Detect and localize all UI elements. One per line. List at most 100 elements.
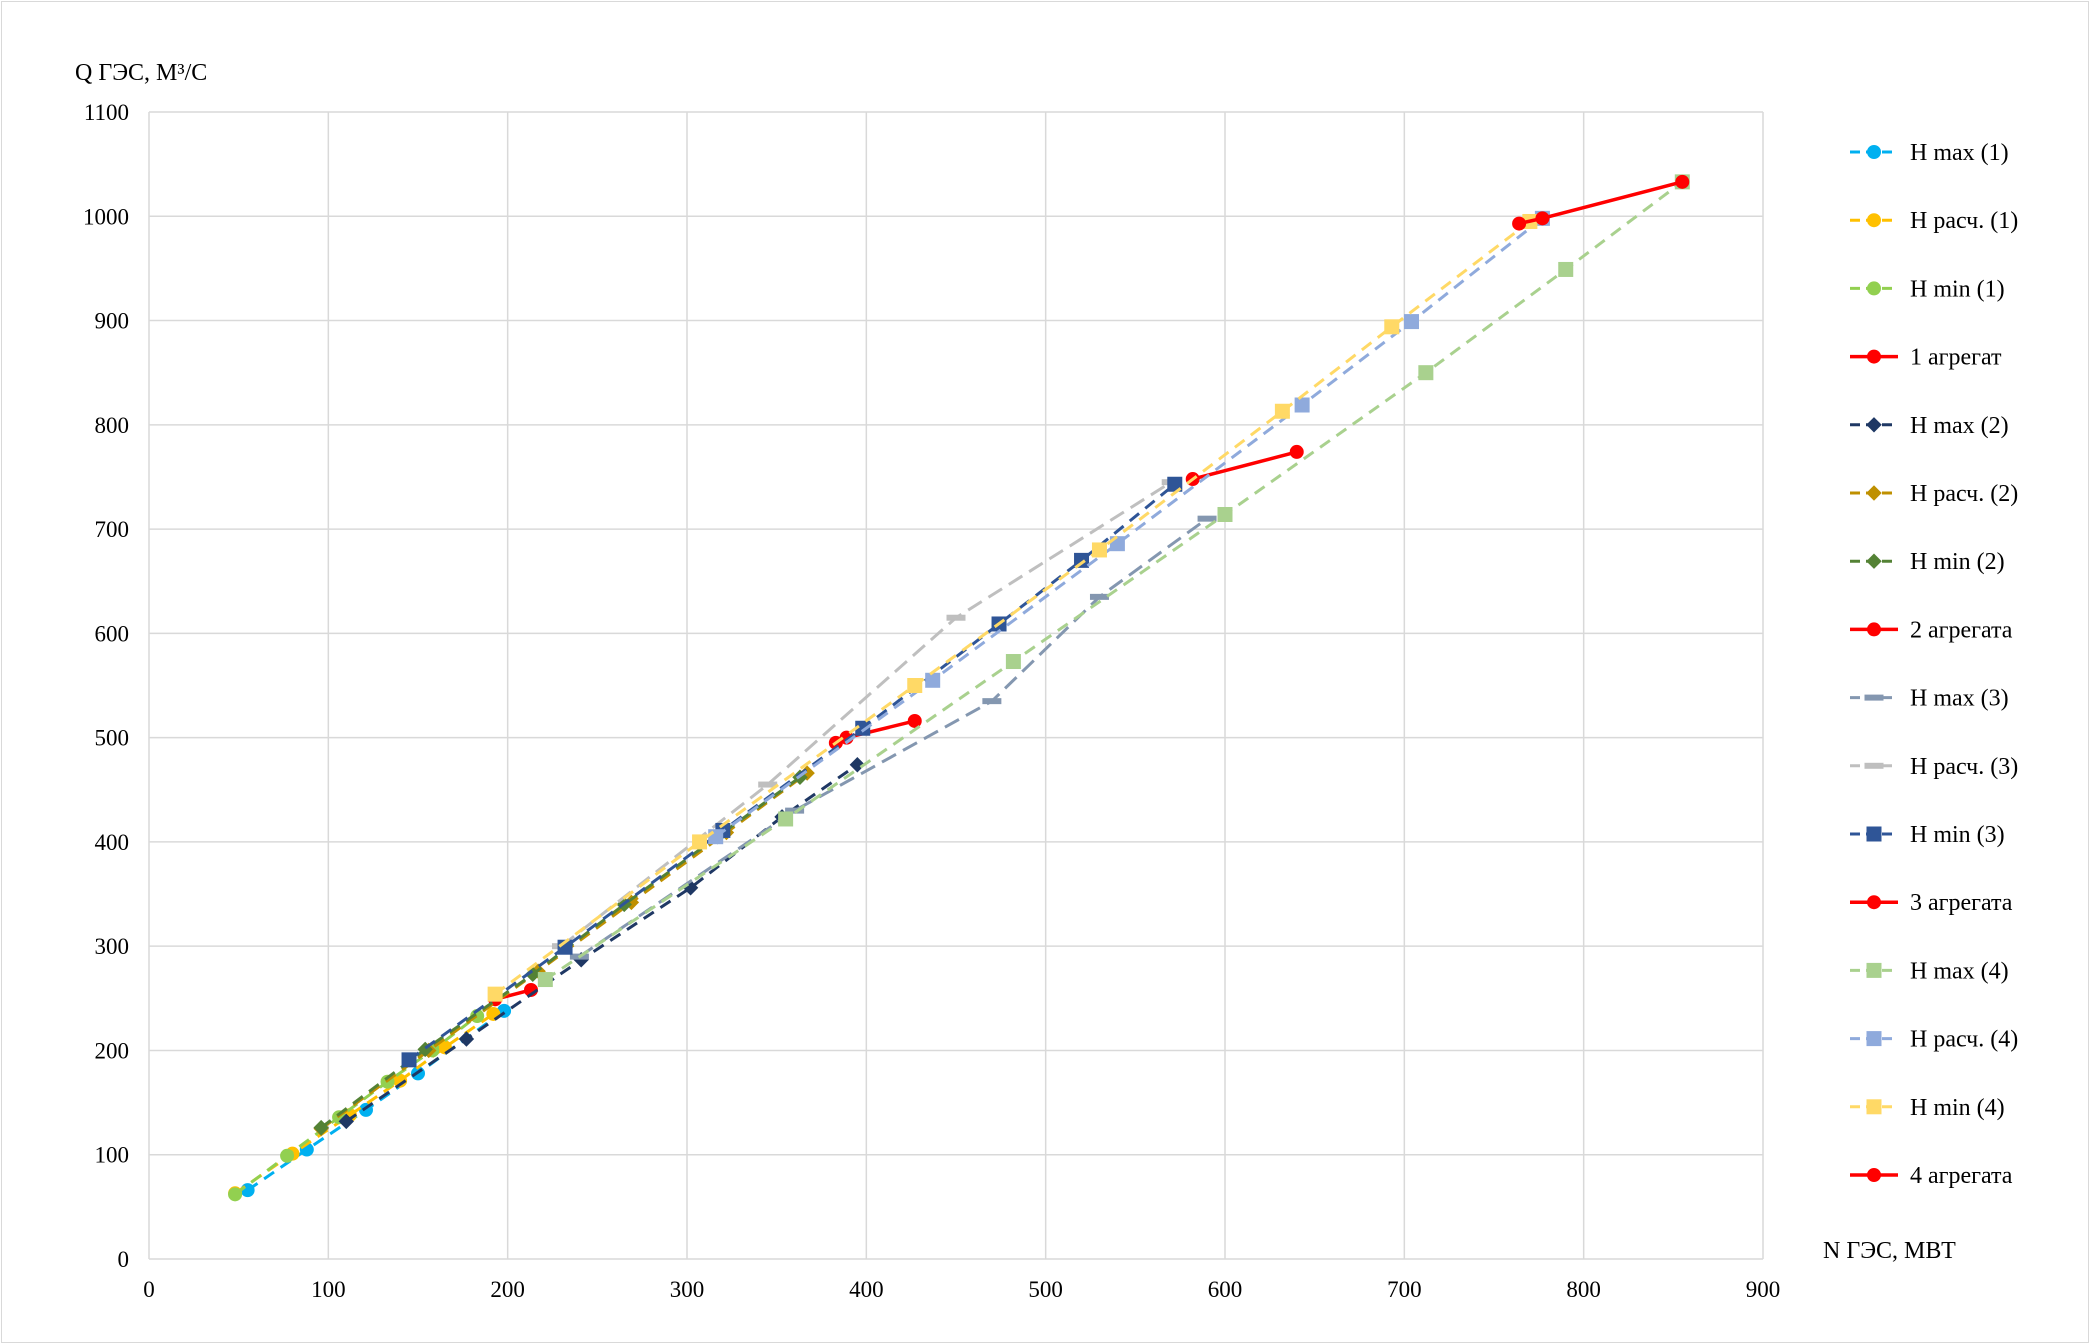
y-tick-label: 500 [95,726,130,751]
series-15-marker [1384,319,1400,335]
legend-swatch-marker [1864,694,1884,701]
legend-label: H расч. (2) [1910,481,2018,507]
legend-item: H min (2) [1850,549,2005,575]
y-tick-label: 400 [95,830,130,855]
legend-swatch-marker [1866,962,1882,978]
legend-label: 3 агрегата [1910,890,2013,916]
series-2-line [234,1012,495,1195]
x-tick-label: 700 [1387,1277,1422,1302]
legend-label: H max (2) [1910,413,2009,439]
x-tick-label: 400 [849,1277,884,1302]
legend-item: H min (1) [1850,276,2005,302]
legend-label: H min (2) [1910,549,2005,575]
legend-swatch-marker [1864,762,1884,769]
x-tick-label: 600 [1208,1277,1243,1302]
y-tick-label: 700 [95,517,130,542]
series-11 [401,476,1183,1068]
legend-item: H max (3) [1850,686,2009,712]
legend-swatch-marker [1866,1031,1882,1047]
series-9-marker [1197,515,1217,522]
legend-label: H расч. (4) [1910,1027,2018,1053]
series-1 [240,1003,512,1198]
x-axis-title: N ГЭС, МВТ [1823,1238,1956,1264]
x-tick-label: 500 [1028,1277,1063,1302]
legend-swatch-marker [1866,485,1882,501]
series-14-marker [1404,314,1420,330]
legend-swatch-marker [1866,1099,1882,1115]
legend-label: H min (1) [1910,276,2005,302]
series-13-marker [778,811,794,827]
legend-label: H max (1) [1910,140,2009,166]
series-9-marker [982,698,1002,705]
legend-swatch-marker [1867,1168,1881,1182]
legend: H max (1) H расч. (1) H min (1) 1 агрегат H … [1850,140,2018,1189]
legend-swatch-marker [1866,417,1882,433]
y-tick-label: 1100 [84,100,129,125]
series-15-marker [1091,542,1107,558]
x-tick-label: 100 [311,1277,346,1302]
legend-swatch-marker [1867,213,1881,228]
series-5-marker [338,1113,354,1130]
series-13-marker [537,972,553,988]
legend-swatch-marker [1866,553,1882,569]
series-7-marker [525,966,541,983]
legend-label: H min (3) [1910,822,2005,848]
series-5-marker [458,1031,475,1047]
series-13-line [544,180,1684,981]
y-tick-label: 800 [95,413,130,438]
series-15-marker [1274,403,1290,419]
series-8-marker [907,713,922,728]
legend-label: 2 агрегата [1910,617,2013,643]
series-11-marker [401,1052,417,1068]
series-layer [228,174,1690,1202]
legend-item: 1 агрегат [1850,345,2002,371]
legend-swatch-marker [1867,622,1881,637]
legend-swatch-marker [1867,281,1881,296]
series-9-marker [1089,593,1109,600]
series-3-marker [280,1148,295,1163]
y-tick-label: 0 [118,1247,130,1272]
legend-swatch-marker [1866,826,1882,842]
legend-item: H расч. (2) [1850,481,2018,507]
series-3-marker [228,1187,243,1202]
series-10-marker [946,614,966,621]
legend-item: H расч. (3) [1850,754,2018,780]
y-tick-label: 300 [95,934,130,959]
legend-item: H max (4) [1850,958,2009,984]
series-15-marker [907,678,923,693]
series-12-marker [1289,444,1304,459]
x-tick-label: 0 [143,1277,155,1302]
legend-item: 2 агрегата [1850,617,2013,643]
legend-item: 4 агрегата [1850,1163,2013,1189]
series-13 [537,174,1690,988]
legend-item: H max (1) [1850,140,2009,166]
axes: 0 100 200 300 400 500 600 700 800 900 0 100 200 300 40… [83,100,1780,1302]
legend-label: H max (4) [1910,958,2009,984]
series-13-marker [1217,506,1233,522]
series-14-marker [1294,397,1310,413]
series-5-marker [849,757,866,773]
y-tick-label: 100 [95,1143,130,1168]
series-10-line [560,480,1172,948]
legend-swatch-marker [1867,145,1881,159]
y-tick-label: 600 [95,621,130,646]
grid [148,111,1764,1260]
series-16-marker [1512,216,1527,231]
y-tick-label: 1000 [83,204,129,229]
x-tick-label: 300 [670,1277,705,1302]
legend-label: H расч. (3) [1910,754,2018,780]
series-9-marker [785,807,805,814]
legend-item: H расч. (1) [1850,208,2018,234]
series-13-marker [1418,365,1434,381]
series-15-marker [692,834,708,850]
series-15 [487,213,1538,1002]
y-axis-title: Q ГЭС, М³/С [75,60,207,86]
legend-label: H max (3) [1910,686,2009,712]
legend-swatch-marker [1867,895,1881,910]
y-tick-label: 900 [95,309,130,334]
x-tick-label: 200 [490,1277,525,1302]
legend-item: 3 агрегата [1850,890,2013,916]
legend-item: H min (3) [1850,822,2005,848]
y-tick-label: 200 [95,1038,130,1063]
